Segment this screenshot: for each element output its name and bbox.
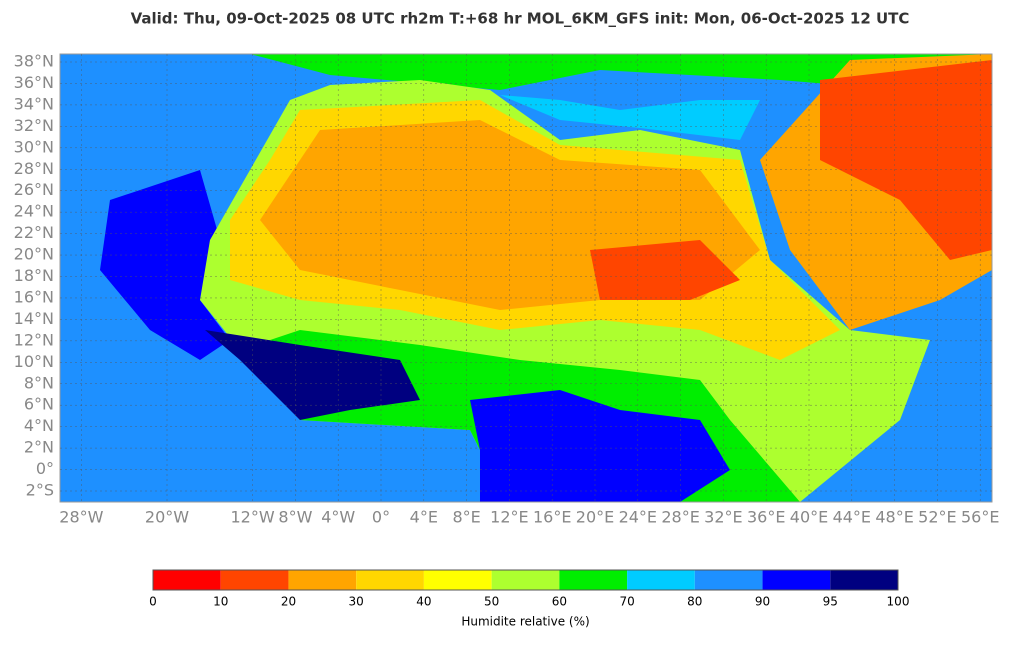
lat-tick-label: 28°N [14,159,54,178]
lon-tick-label: 8°W [278,508,312,527]
lat-tick-label: 0° [36,459,54,478]
colorbar-tick-label: 40 [416,595,431,609]
colorbar-segment [356,570,424,590]
lon-tick-label: 12°W [231,508,275,527]
title: Valid: Thu, 09-Oct-2025 08 UTC rh2m T:+6… [131,10,910,28]
colorbar-segment [627,570,695,590]
lat-tick-label: 14°N [14,309,54,328]
lon-tick-label: 16°E [533,508,571,527]
lat-tick-label: 18°N [14,266,54,285]
colorbar-tick-label: 0 [149,595,157,609]
lon-tick-label: 0° [372,508,390,527]
colorbar-tick-label: 50 [484,595,499,609]
colorbar-label: Humidite relative (%) [461,615,589,629]
lon-tick-label: 28°W [59,508,103,527]
congo-saturated [470,390,730,502]
sahara-driest [590,240,740,300]
lon-tick-label: 44°E [833,508,871,527]
colorbar-frame [152,569,899,591]
lat-tick-label: 38°N [14,52,54,71]
mediterranean [500,95,760,140]
colorbar-tick-label: 10 [213,595,228,609]
colorbar-tick-label: 70 [619,595,634,609]
lon-tick-label: 28°E [661,508,699,527]
lat-tick-label: 16°N [14,287,54,306]
lat-tick-label: 10°N [14,352,54,371]
lat-tick-label: 20°N [14,245,54,264]
colorbar-tick-label: 60 [552,595,567,609]
map-frame [59,53,993,503]
lat-tick-label: 12°N [14,330,54,349]
colorbar-tick-label: 100 [887,595,910,609]
lon-tick-label: 48°E [875,508,913,527]
lat-tick-label: 36°N [14,73,54,92]
lon-tick-label: 56°E [961,508,999,527]
colorbar-tick-label: 90 [755,595,770,609]
west-coast-saturated [205,330,420,420]
lat-tick-label: 2°S [26,481,54,500]
colorbar-tick-label: 20 [281,595,296,609]
lon-tick-label: 4°W [321,508,355,527]
lon-tick-label: 32°E [704,508,742,527]
colorbar-segment [559,570,628,590]
colorbar-segment [288,570,357,590]
lon-tick-label: 12°E [490,508,528,527]
arabia-core [820,60,992,260]
colorbar-segment [220,570,289,590]
europe [60,54,992,110]
lon-tick-label: 36°E [747,508,785,527]
wet-ocean [100,170,230,360]
colorbar-tick-label: 80 [687,595,702,609]
colorbar-tick-label: 95 [823,595,838,609]
lat-tick-label: 22°N [14,223,54,242]
colorbar-segment [830,570,898,590]
lat-tick-label: 30°N [14,137,54,156]
colorbar-segment [423,570,492,590]
map-field [60,54,992,502]
colorbar-segment [762,570,831,590]
lat-tick-label: 6°N [24,395,54,414]
lat-tick-label: 34°N [14,94,54,113]
lon-tick-label: 8°E [452,508,480,527]
colorbar-segment [153,570,221,590]
lon-tick-label: 4°E [410,508,438,527]
lat-tick-label: 24°N [14,202,54,221]
lon-tick-label: 20°W [145,508,189,527]
lat-tick-label: 8°N [24,373,54,392]
colorbar-segment [694,570,763,590]
colorbar-tick-label: 30 [349,595,364,609]
lon-tick-label: 52°E [918,508,956,527]
lon-tick-label: 20°E [576,508,614,527]
lat-tick-label: 4°N [24,416,54,435]
lat-tick-label: 2°N [24,438,54,457]
lon-tick-label: 40°E [790,508,828,527]
lat-tick-label: 26°N [14,180,54,199]
colorbar-segment [491,570,560,590]
lon-tick-label: 24°E [619,508,657,527]
lat-tick-label: 32°N [14,116,54,135]
